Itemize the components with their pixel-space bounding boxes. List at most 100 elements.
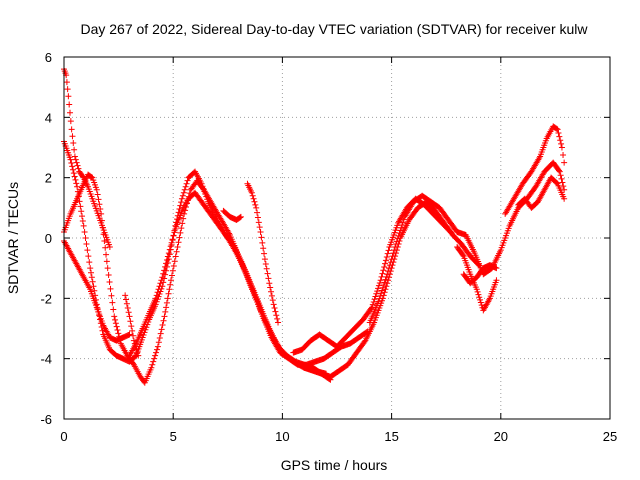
data-point: [102, 244, 109, 251]
data-point: [112, 320, 119, 327]
data-point: [254, 214, 261, 221]
data-point: [126, 313, 133, 320]
data-point: [123, 300, 130, 307]
x-tick-label: 20: [494, 429, 508, 444]
data-point: [164, 295, 171, 302]
data-point: [67, 109, 74, 116]
data-point: [154, 343, 161, 350]
data-point: [475, 291, 482, 298]
data-point: [368, 305, 375, 312]
data-point: [158, 326, 165, 333]
data-point: [493, 277, 500, 284]
data-point: [380, 267, 387, 274]
data-point: [103, 258, 110, 265]
data-point: [70, 170, 77, 177]
data-point: [384, 250, 391, 257]
data-point: [161, 313, 168, 320]
x-tick-label: 15: [384, 429, 398, 444]
data-point: [168, 239, 175, 246]
data-point: [97, 206, 104, 213]
data-point: [80, 222, 87, 229]
data-point: [63, 79, 70, 86]
data-point: [152, 352, 159, 359]
data-point: [398, 224, 405, 231]
data-point: [174, 244, 181, 251]
data-point: [98, 217, 105, 224]
data-point: [259, 239, 266, 246]
data-point: [67, 118, 74, 125]
data-point: [83, 241, 90, 248]
data-point: [560, 152, 567, 159]
data-point: [383, 254, 390, 261]
data-point: [78, 208, 85, 215]
data-point: [177, 229, 184, 236]
data-point: [272, 308, 279, 315]
data-point: [140, 331, 147, 338]
data-point: [157, 280, 164, 287]
data-point: [373, 290, 380, 297]
data-point: [130, 332, 137, 339]
data-point: [73, 180, 80, 187]
data-point: [148, 364, 155, 371]
data-point: [384, 280, 391, 287]
data-point: [255, 219, 262, 226]
data-point: [64, 86, 71, 93]
data-point: [68, 126, 75, 133]
data-point: [385, 265, 392, 272]
data-point: [555, 130, 562, 137]
data-point: [131, 340, 138, 347]
data-point: [163, 304, 170, 311]
y-tick-label: -4: [40, 352, 52, 367]
series-sat-a: [61, 66, 113, 251]
data-point: [379, 270, 386, 277]
data-point: [99, 224, 106, 231]
data-point: [493, 265, 500, 272]
data-point: [74, 188, 81, 195]
y-tick-label: 4: [45, 110, 52, 125]
data-point: [85, 253, 92, 260]
data-point: [375, 282, 382, 289]
data-point: [152, 295, 159, 302]
data-point: [369, 301, 376, 308]
y-tick-label: -6: [40, 412, 52, 427]
data-point: [169, 267, 176, 274]
series-sat-g: [220, 207, 244, 223]
data-point: [67, 156, 74, 163]
data-point: [69, 163, 76, 170]
data-point: [370, 298, 377, 305]
data-point: [168, 272, 175, 279]
data-point: [88, 269, 95, 276]
data-point: [378, 287, 385, 294]
data-point: [400, 216, 407, 223]
data-point: [79, 213, 86, 220]
data-point: [84, 247, 91, 254]
data-point: [380, 282, 387, 289]
data-point: [159, 322, 166, 329]
data-point: [96, 201, 103, 208]
data-point: [71, 146, 78, 153]
data-point: [252, 201, 259, 208]
data-point: [91, 287, 98, 294]
data-point: [199, 183, 206, 190]
data-point: [113, 323, 120, 330]
data-point: [170, 263, 177, 270]
data-point: [179, 220, 186, 227]
data-point: [388, 256, 395, 263]
data-point: [554, 126, 561, 133]
data-point: [270, 301, 277, 308]
data-point: [387, 259, 394, 266]
data-point: [142, 326, 149, 333]
data-point: [74, 162, 81, 169]
data-point: [561, 195, 568, 202]
data-point: [130, 337, 137, 344]
data-point: [165, 250, 172, 257]
data-point: [274, 315, 281, 322]
data-point: [268, 288, 275, 295]
data-point: [382, 257, 389, 264]
data-point: [556, 168, 563, 175]
data-point: [264, 270, 271, 277]
data-point: [114, 327, 121, 334]
data-point: [459, 251, 466, 258]
data-point: [262, 260, 269, 267]
